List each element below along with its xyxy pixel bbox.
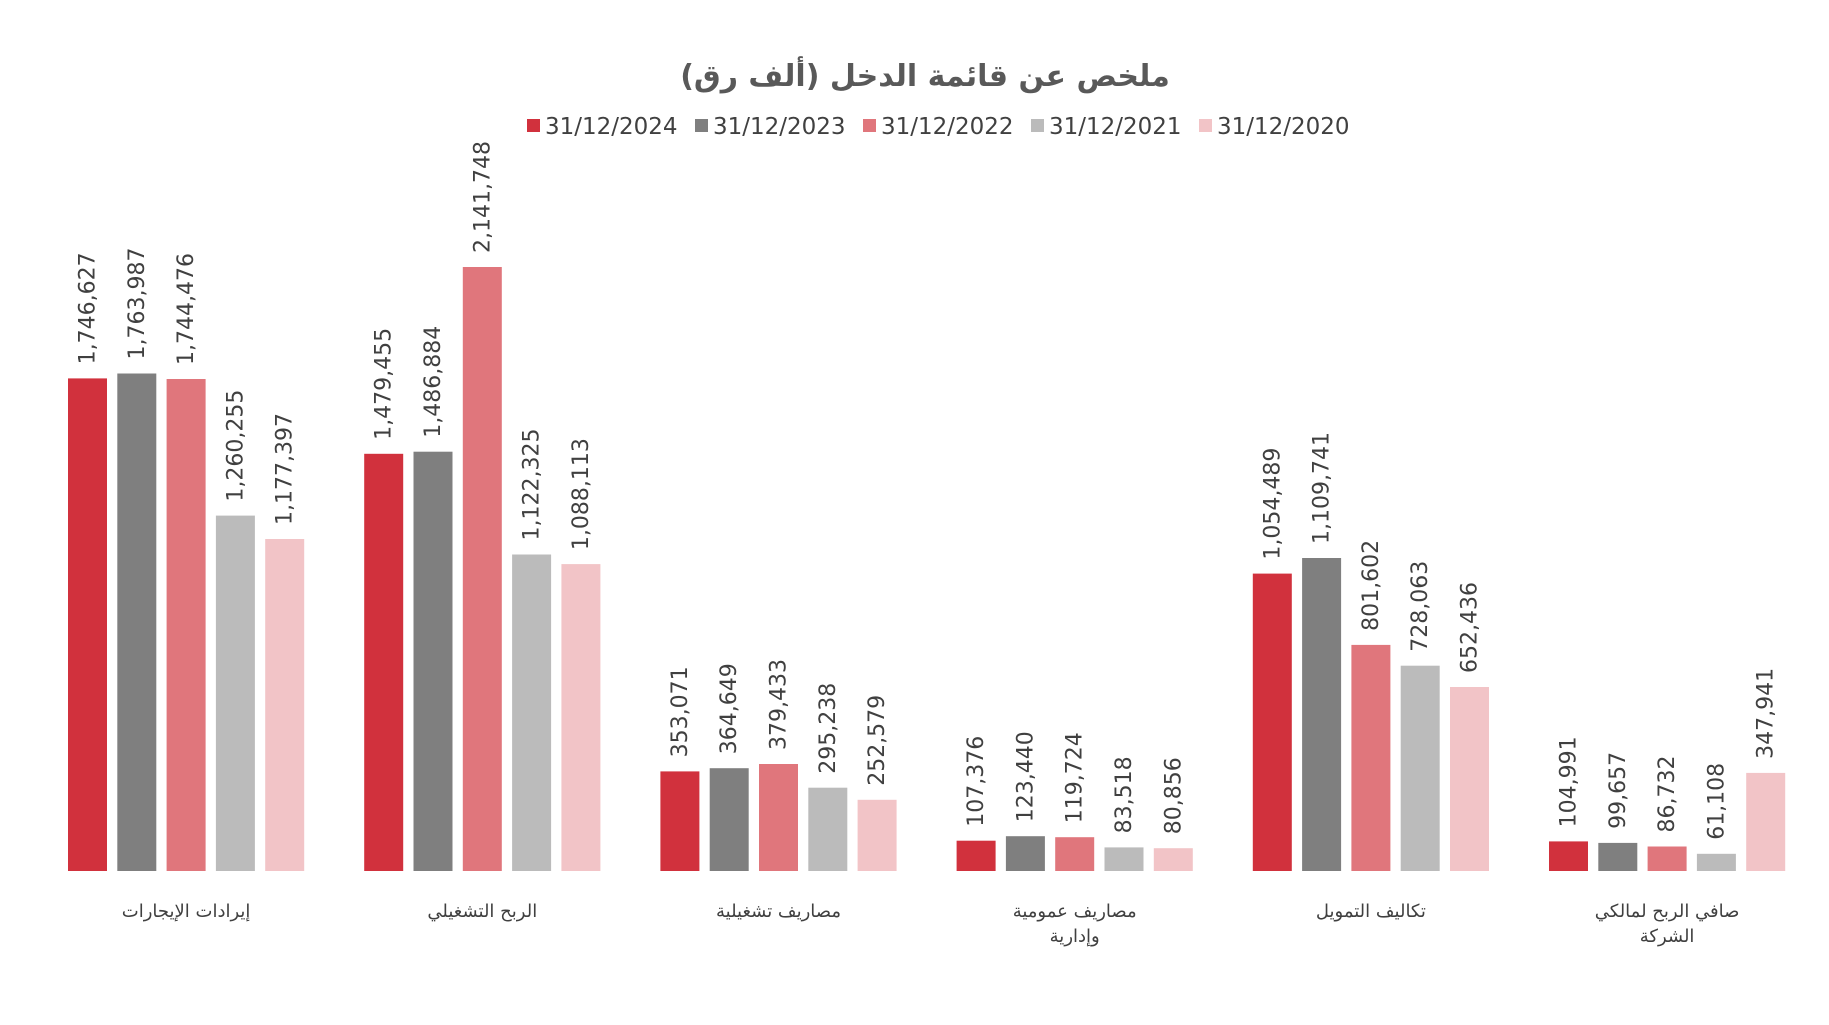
legend-swatch-31-12-2024 bbox=[527, 119, 540, 132]
legend-label-31-12-2021: 31/12/2021 bbox=[1049, 114, 1182, 140]
category-label-1: الربح التشغيلي bbox=[427, 901, 537, 922]
data-label-cat0-series1: 1,763,987 bbox=[125, 248, 150, 360]
data-label-cat2-series0: 353,071 bbox=[668, 666, 693, 757]
bar-cat4-series3 bbox=[1400, 665, 1440, 871]
data-label-cat0-series0: 1,746,627 bbox=[76, 252, 101, 364]
data-label-cat5-series0: 104,991 bbox=[1557, 736, 1582, 827]
data-label-cat1-series1: 1,486,884 bbox=[421, 326, 446, 438]
data-label-cat3-series3: 83,518 bbox=[1112, 756, 1137, 833]
bar-cat1-series0 bbox=[364, 453, 404, 871]
data-label-cat5-series3: 61,108 bbox=[1704, 763, 1729, 840]
data-label-cat2-series1: 364,649 bbox=[717, 663, 742, 754]
bar-cat4-series2 bbox=[1351, 644, 1391, 871]
legend-label-31-12-2024: 31/12/2024 bbox=[545, 114, 678, 140]
legend-label-31-12-2022: 31/12/2022 bbox=[881, 114, 1014, 140]
bar-cat4-series1 bbox=[1302, 558, 1342, 871]
bar-cat2-series0 bbox=[660, 771, 700, 871]
data-label-cat4-series2: 801,602 bbox=[1359, 540, 1384, 631]
data-label-cat2-series2: 379,433 bbox=[767, 659, 792, 750]
bar-cat4-series0 bbox=[1252, 573, 1292, 871]
bar-cat5-series2 bbox=[1647, 846, 1687, 871]
bar-cat0-series0 bbox=[68, 378, 107, 871]
data-label-cat2-series3: 295,238 bbox=[816, 683, 841, 774]
data-label-cat3-series1: 123,440 bbox=[1013, 731, 1038, 822]
bar-cat3-series1 bbox=[1005, 836, 1045, 871]
data-label-cat1-series4: 1,088,113 bbox=[569, 438, 594, 550]
legend-label-31-12-2023: 31/12/2023 bbox=[713, 114, 846, 140]
data-label-cat3-series2: 119,724 bbox=[1063, 732, 1088, 823]
data-label-cat4-series1: 1,109,741 bbox=[1310, 432, 1335, 544]
bar-cat1-series3 bbox=[512, 554, 552, 871]
bar-cat2-series1 bbox=[709, 768, 749, 871]
bar-cat0-series4 bbox=[265, 539, 305, 871]
data-label-cat3-series0: 107,376 bbox=[964, 736, 989, 827]
bar-cat3-series3 bbox=[1104, 847, 1144, 871]
category-label-2: مصاريف تشغيلية bbox=[716, 901, 841, 922]
bar-cat0-series3 bbox=[215, 515, 255, 871]
legend-swatch-31-12-2023 bbox=[695, 119, 708, 132]
bar-cat0-series1 bbox=[117, 373, 157, 871]
data-label-cat0-series3: 1,260,255 bbox=[223, 390, 248, 502]
legend-swatch-31-12-2021 bbox=[1031, 119, 1044, 132]
data-label-cat3-series4: 80,856 bbox=[1161, 757, 1186, 834]
data-label-cat4-series4: 652,436 bbox=[1458, 582, 1483, 673]
bar-cat5-series3 bbox=[1696, 853, 1736, 871]
legend-label-31-12-2020: 31/12/2020 bbox=[1217, 114, 1350, 140]
data-label-cat5-series4: 347,941 bbox=[1754, 668, 1779, 759]
category-label-0: إيرادات الإيجارات bbox=[122, 901, 251, 922]
bar-cat3-series2 bbox=[1055, 837, 1095, 871]
data-label-cat1-series2: 2,141,748 bbox=[470, 141, 495, 253]
bar-cat1-series2 bbox=[462, 267, 502, 871]
bar-cat2-series3 bbox=[808, 787, 848, 871]
data-label-cat0-series2: 1,744,476 bbox=[174, 253, 199, 365]
bar-cat1-series4 bbox=[561, 564, 601, 871]
data-label-cat4-series3: 728,063 bbox=[1408, 561, 1433, 652]
bar-cat5-series0 bbox=[1549, 841, 1588, 871]
category-label-4: تكاليف التمويل bbox=[1316, 901, 1426, 922]
category-label-3-line0: مصاريف عمومية bbox=[1013, 901, 1137, 922]
bar-cat3-series4 bbox=[1153, 848, 1193, 871]
data-label-cat2-series4: 252,579 bbox=[865, 695, 890, 786]
bar-cat0-series2 bbox=[166, 379, 206, 871]
bar-cat2-series4 bbox=[857, 799, 897, 871]
bars-group bbox=[68, 267, 1786, 871]
data-labels-group: 1,746,627 1,763,987 1,744,476 1,260,255 1,17… bbox=[76, 141, 1779, 840]
bar-cat2-series2 bbox=[759, 764, 798, 871]
data-label-cat1-series3: 1,122,325 bbox=[520, 429, 545, 541]
category-labels-group: إيرادات الإيجارات الربح التشغيلي مصاريف تش… bbox=[122, 901, 1740, 947]
bar-cat5-series1 bbox=[1598, 842, 1638, 871]
legend-swatch-31-12-2020 bbox=[1199, 119, 1212, 132]
bar-cat1-series1 bbox=[413, 451, 453, 871]
data-label-cat0-series4: 1,177,397 bbox=[273, 413, 298, 525]
data-label-cat5-series2: 86,732 bbox=[1655, 756, 1680, 833]
chart-title: ملخص عن قائمة الدخل (ألف رق) bbox=[680, 56, 1170, 94]
legend: 31/12/2024 31/12/2023 31/12/2022 31/12/2021… bbox=[527, 114, 1350, 140]
bar-cat5-series4 bbox=[1746, 772, 1786, 871]
category-label-3-line1: وإدارية bbox=[1050, 926, 1100, 947]
data-label-cat1-series0: 1,479,455 bbox=[372, 328, 397, 440]
data-label-cat4-series0: 1,054,489 bbox=[1260, 448, 1285, 560]
data-label-cat5-series1: 99,657 bbox=[1606, 752, 1631, 829]
bar-cat4-series4 bbox=[1450, 687, 1489, 871]
category-label-5-line1: الشركة bbox=[1640, 926, 1695, 947]
legend-swatch-31-12-2022 bbox=[863, 119, 876, 132]
category-label-5-line0: صافي الربح لمالكي bbox=[1595, 901, 1740, 922]
bar-cat3-series0 bbox=[956, 840, 996, 871]
